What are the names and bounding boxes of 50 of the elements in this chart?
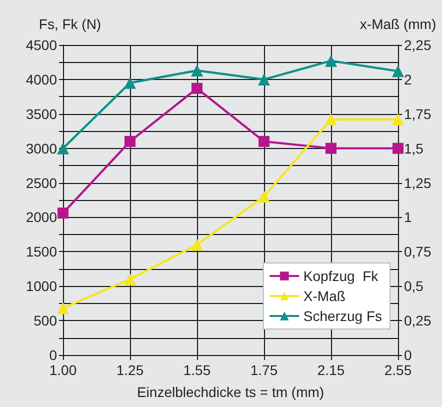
y2-tick-label: 0,75 <box>404 244 432 260</box>
x-tick-label: 1.55 <box>183 362 211 378</box>
y2-axis-title: x-Maß (mm) <box>360 16 436 32</box>
x-axis-title: Einzelblechdicke ts = tm (mm) <box>136 384 324 400</box>
y-tick-label: 3500 <box>26 106 58 122</box>
x-tick-label: 2.55 <box>384 362 412 378</box>
y-axis-title: Fs, Fk (N) <box>38 16 102 32</box>
y-tick-label: 4500 <box>26 37 58 53</box>
point <box>57 142 69 154</box>
point <box>392 142 404 154</box>
y2-tick-label: 1,5 <box>404 140 424 156</box>
point <box>325 113 337 126</box>
y-tick-label: 0 <box>49 347 58 363</box>
legend-label: Scherzug Fs <box>303 308 382 324</box>
point <box>191 64 203 76</box>
point <box>392 65 404 78</box>
point <box>57 302 69 314</box>
y2-tick-label: 0,5 <box>404 278 424 294</box>
point <box>58 208 68 219</box>
y2-tick-label: 1 <box>404 209 412 226</box>
y-tick-label: 2500 <box>26 174 58 191</box>
point <box>124 136 136 147</box>
point <box>124 273 136 286</box>
point <box>192 82 202 94</box>
legend-label: X-Maß <box>303 288 346 304</box>
x-tick-label: 1.25 <box>116 362 144 378</box>
point <box>258 73 270 86</box>
point <box>325 54 337 67</box>
point <box>326 142 336 154</box>
y2-tick-label: 2,25 <box>404 37 432 53</box>
y-tick-label: 1000 <box>26 278 58 294</box>
point <box>392 113 404 126</box>
x-tick-label: 1.75 <box>250 362 278 378</box>
y2-tick-label: 2 <box>404 71 412 88</box>
point <box>191 238 203 251</box>
y-tick-label: 500 <box>34 312 58 329</box>
point <box>124 76 136 89</box>
y-tick-label: 4000 <box>26 71 58 88</box>
point <box>258 190 270 203</box>
x-tick-label: 1.00 <box>49 362 77 378</box>
point <box>258 136 270 147</box>
y-tick-label: 1500 <box>26 244 58 260</box>
y-tick-label: 2000 <box>26 209 58 226</box>
y2-tick-label: 0 <box>404 347 412 363</box>
y-tick-label: 3000 <box>26 140 58 156</box>
legend-label: Kopfzug Fk <box>303 268 380 284</box>
y2-tick-label: 0,25 <box>404 312 432 329</box>
y2-tick-label: 1,25 <box>404 174 432 191</box>
x-tick-label: 2.15 <box>317 362 345 378</box>
y2-tick-label: 1,75 <box>404 106 432 122</box>
